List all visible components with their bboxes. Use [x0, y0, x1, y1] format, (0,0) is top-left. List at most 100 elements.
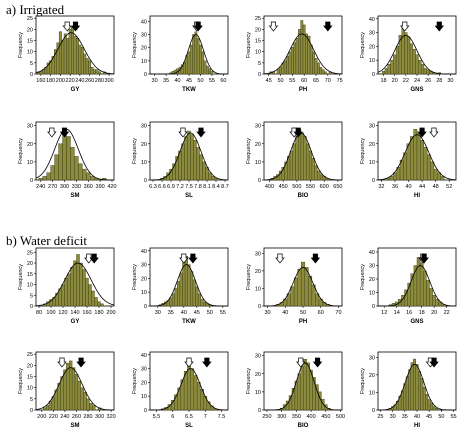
- y-tick-label: 40: [141, 249, 147, 255]
- histogram-bar: [290, 47, 294, 75]
- histogram-bar: [413, 129, 418, 181]
- x-tick-label: 45: [266, 78, 272, 84]
- normal-curve: [35, 32, 115, 75]
- open-arrow-marker: [47, 127, 57, 138]
- histogram-bar: [306, 143, 310, 181]
- y-tick-label: 10: [369, 58, 375, 64]
- x-tick-label: 16: [406, 310, 412, 316]
- x-tick-label: 6.3: [149, 184, 157, 190]
- histogram-bar: [205, 167, 209, 181]
- x-tick-label: 600: [320, 184, 329, 190]
- histogram-bar: [92, 405, 96, 411]
- y-tick-label: 40: [369, 17, 375, 23]
- histogram-bar: [90, 176, 95, 181]
- x-tick-label: 70: [335, 310, 341, 316]
- histogram-bar: [82, 168, 87, 181]
- y-tick-label: 15: [27, 39, 33, 45]
- x-tick-label: 30: [447, 78, 453, 84]
- histogram-bar: [425, 393, 429, 411]
- histogram-bar: [190, 271, 194, 307]
- x-tick-label: 36: [392, 184, 398, 190]
- histogram-bar: [85, 58, 89, 75]
- histogram-bar: [279, 67, 282, 75]
- histogram-bar: [189, 44, 193, 75]
- x-tick-label: 180: [94, 310, 103, 316]
- x-tick-label: 48: [433, 184, 439, 190]
- filled-arrow-marker: [310, 253, 321, 264]
- y-tick-label: 20: [255, 372, 261, 378]
- open-arrow-marker: [184, 357, 194, 368]
- open-arrow-marker: [178, 127, 188, 138]
- histogram-bar: [73, 260, 77, 307]
- histogram-bar: [69, 360, 73, 411]
- histogram-bar: [295, 38, 299, 75]
- x-tick-label: 6: [171, 414, 174, 420]
- y-tick-label: 10: [141, 160, 147, 166]
- histogram-bar: [426, 280, 430, 307]
- x-tick-label: 6.9: [167, 184, 175, 190]
- histogram-bar: [86, 172, 91, 181]
- histogram-bar: [100, 303, 104, 307]
- x-tick-label: 320: [107, 414, 116, 420]
- y-tick-label: 30: [369, 124, 375, 130]
- histogram-bar: [190, 134, 194, 181]
- histogram-bar: [70, 267, 74, 307]
- y-tick-label: 0: [144, 72, 147, 78]
- histogram-bar: [420, 64, 425, 75]
- histogram-bar: [308, 150, 313, 181]
- histogram-bar: [78, 163, 83, 181]
- histogram-gns-water-deficit: 0 10 20 30 40 12 14 16 18 20 22 GNS Frequency: [360, 247, 457, 325]
- x-tick-label: 420: [107, 184, 116, 190]
- x-tick-label: 180: [46, 78, 55, 84]
- x-axis-label: GY: [71, 87, 80, 93]
- x-tick-label: 52: [446, 184, 452, 190]
- histogram-bar: [301, 261, 305, 307]
- histogram-tkw-irrigated: 0 10 20 30 40 30 35 40 45 50 55 60 TKW Frequency: [132, 15, 229, 93]
- histogram-bar: [79, 262, 83, 307]
- filled-arrow-marker: [323, 21, 333, 32]
- x-tick-label: 240: [75, 78, 84, 84]
- normal-curve: [263, 266, 343, 307]
- histogram-ph-irrigated: 0 5 10 15 20 25 45 50 55 60 65 70 75 PH Frequency: [246, 15, 343, 93]
- x-tick-label: 300: [60, 184, 69, 190]
- x-tick-label: 80: [36, 310, 42, 316]
- x-tick-label: 5.5: [153, 414, 161, 420]
- y-tick-label: 15: [255, 39, 261, 45]
- y-tick-label: 30: [369, 355, 375, 361]
- histogram-bar: [68, 29, 72, 75]
- histogram-bar: [95, 69, 99, 75]
- x-axis-label: SM: [71, 423, 80, 429]
- x-tick-label: 40: [174, 78, 180, 84]
- x-axis-label: PH: [299, 319, 307, 325]
- x-tick-label: 55: [451, 414, 457, 420]
- histogram-bar: [193, 375, 198, 411]
- y-tick-label: 30: [369, 264, 375, 270]
- histogram-bar: [435, 408, 438, 411]
- histogram-bar: [169, 168, 173, 181]
- histogram-bar: [416, 132, 421, 181]
- x-tick-label: 45: [194, 310, 200, 316]
- x-tick-label: 260: [85, 78, 94, 84]
- histogram-bar: [298, 29, 301, 75]
- filled-arrow-marker: [89, 253, 99, 264]
- x-tick-label: 50: [300, 310, 306, 316]
- open-arrow-marker: [275, 253, 285, 264]
- histogram-bar: [80, 387, 84, 411]
- y-tick-label: 20: [255, 269, 261, 275]
- histogram-bar: [423, 68, 427, 75]
- x-tick-label: 40: [405, 184, 411, 190]
- y-axis-label: Frequency: [132, 32, 138, 58]
- histogram-bar: [76, 254, 80, 307]
- histogram-bar: [314, 165, 318, 181]
- histogram-bar: [43, 407, 47, 411]
- histogram-bar: [393, 54, 397, 75]
- y-tick-label: 10: [27, 160, 33, 166]
- y-axis-label: Frequency: [18, 32, 24, 58]
- y-axis-label: Frequency: [246, 264, 252, 290]
- histogram-bar: [317, 170, 321, 181]
- histogram-bar: [418, 59, 422, 75]
- histogram-bar: [390, 59, 394, 75]
- y-tick-label: 10: [255, 390, 261, 396]
- histogram-bar: [289, 150, 293, 181]
- x-tick-label: 26: [425, 78, 431, 84]
